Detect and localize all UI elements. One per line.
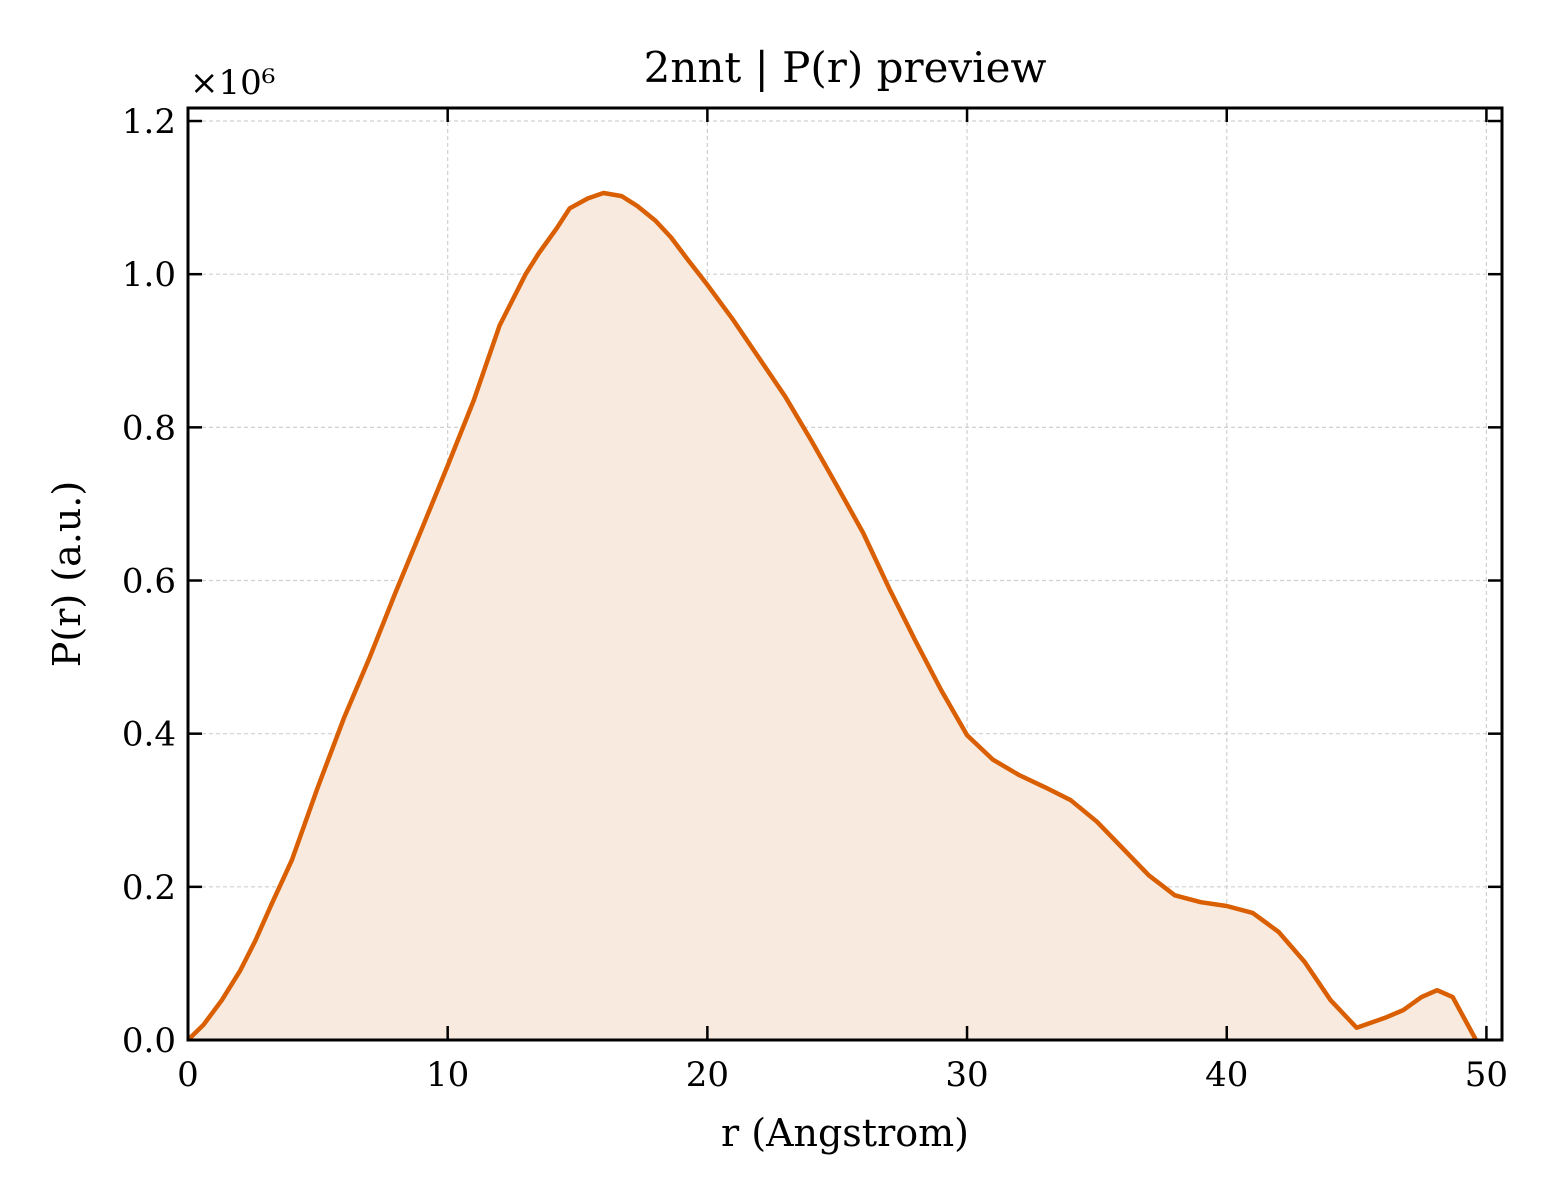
y-tick-label: 1.0 [122, 255, 176, 295]
y-tick-label: 0.8 [122, 408, 176, 448]
x-tick-label: 30 [945, 1055, 988, 1095]
y-tick-label: 1.2 [122, 102, 176, 142]
x-axis-label: r (Angstrom) [721, 1111, 969, 1155]
x-tick-label: 10 [426, 1055, 469, 1095]
y-tick-label: 0.6 [122, 562, 176, 602]
chart-title: 2nnt | P(r) preview [644, 43, 1047, 92]
y-offset-label: ×10⁶ [190, 63, 275, 103]
x-tick-label: 20 [686, 1055, 729, 1095]
x-tick-label: 50 [1465, 1055, 1508, 1095]
y-tick-label: 0.2 [122, 868, 176, 908]
x-tick-label: 40 [1205, 1055, 1248, 1095]
data-line [186, 190, 1478, 1042]
area-fill [188, 193, 1476, 1040]
x-tick-label: 0 [177, 1055, 199, 1095]
y-tick-label: 0.4 [122, 715, 176, 755]
y-axis-label: P(r) (a.u.) [45, 481, 89, 667]
y-tick-label: 0.0 [122, 1021, 176, 1061]
plot-frame [186, 106, 1504, 1042]
